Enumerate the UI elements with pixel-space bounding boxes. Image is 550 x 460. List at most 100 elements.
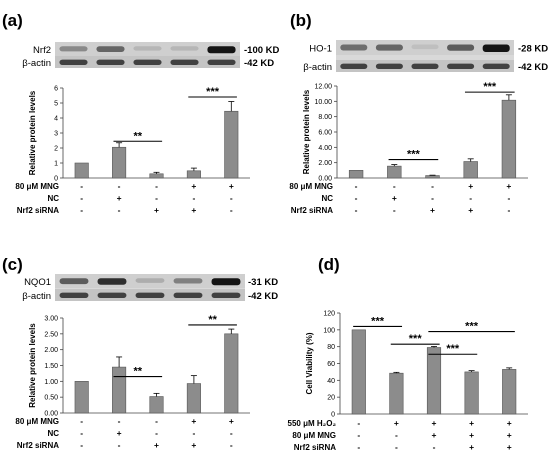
y-tick-label: 0.00	[44, 411, 58, 418]
control-band	[375, 63, 403, 69]
condition-mark: +	[507, 418, 512, 428]
blot-control-label: β-actin	[22, 58, 51, 69]
blot-target-kd: -28 KD	[518, 44, 548, 55]
control-band	[447, 63, 475, 69]
control-band	[211, 292, 241, 298]
condition-label: 80 μM MNG	[292, 431, 336, 440]
bar	[425, 175, 440, 179]
condition-label: NC	[47, 194, 59, 203]
control-band	[59, 292, 89, 298]
y-tick-label: 6	[54, 86, 58, 93]
blot-target-label: Nrf2	[33, 45, 51, 56]
y-tick-label: 100	[323, 327, 335, 334]
condition-label: Nrf2 siRNA	[17, 206, 59, 215]
blot-target-label: HO-1	[309, 44, 332, 55]
y-tick-label: 4.00	[318, 145, 332, 152]
y-tick-label: 1.00	[44, 379, 58, 386]
condition-label: 80 μM MNG	[15, 417, 59, 426]
condition-label: 80 μM MNG	[289, 182, 333, 191]
condition-mark: -	[393, 181, 396, 191]
condition-mark: -	[155, 428, 158, 438]
target-band	[173, 278, 203, 284]
condition-mark: +	[430, 205, 435, 215]
condition-mark: -	[355, 205, 358, 215]
significance-label: ***	[371, 315, 385, 327]
blot-control-label: β-actin	[22, 291, 51, 302]
condition-mark: +	[507, 430, 512, 440]
condition-mark: -	[357, 442, 360, 452]
bar	[501, 99, 517, 179]
condition-mark: -	[431, 193, 434, 203]
condition-mark: +	[229, 416, 234, 426]
bar	[389, 372, 404, 415]
y-tick-label: 12.00	[314, 84, 332, 91]
condition-mark: -	[192, 428, 195, 438]
control-band	[170, 59, 199, 65]
target-band	[170, 46, 199, 51]
panel-c: (c)NQO1 β-actin -31 KD -42 KD 0.00 0.50 1.00 1.…	[2, 255, 278, 450]
bar	[351, 329, 366, 415]
condition-mark: -	[355, 181, 358, 191]
condition-mark: -	[118, 440, 121, 450]
blot-target-kd: -31 KD	[248, 277, 278, 288]
significance-label: **	[208, 314, 217, 326]
condition-mark: -	[357, 430, 360, 440]
condition-mark: +	[191, 205, 196, 215]
y-tick-label: 0.00	[318, 176, 332, 183]
bar	[186, 170, 201, 179]
y-tick-label: 40	[327, 378, 335, 385]
blot-control-label: β-actin	[303, 62, 332, 73]
target-band	[59, 278, 89, 285]
y-tick-label: 2	[54, 146, 58, 153]
control-band	[96, 59, 125, 65]
condition-mark: +	[191, 181, 196, 191]
condition-mark: -	[469, 193, 472, 203]
condition-mark: +	[432, 418, 437, 428]
target-band	[59, 46, 88, 52]
condition-mark: +	[394, 418, 399, 428]
y-axis-label: Relative protein levels	[28, 323, 37, 408]
condition-mark: -	[80, 428, 83, 438]
condition-mark: +	[469, 430, 474, 440]
target-band	[411, 44, 439, 50]
condition-mark: -	[355, 193, 358, 203]
condition-mark: -	[80, 416, 83, 426]
control-band	[482, 63, 510, 69]
condition-label: Nrf2 siRNA	[294, 443, 336, 452]
y-axis-label: Relative protein levels	[302, 89, 311, 174]
panel-label: (d)	[318, 255, 340, 274]
y-tick-label: 1	[54, 161, 58, 168]
y-tick-label: 120	[323, 311, 335, 318]
condition-mark: -	[155, 193, 158, 203]
condition-mark: -	[155, 181, 158, 191]
condition-mark: +	[506, 181, 511, 191]
control-band	[135, 292, 165, 298]
condition-label: NC	[47, 429, 59, 438]
control-band	[59, 59, 88, 65]
panel-label: (a)	[2, 11, 23, 30]
y-tick-label: 60	[327, 361, 335, 368]
condition-mark: +	[191, 416, 196, 426]
control-band	[411, 63, 439, 69]
condition-mark: -	[230, 440, 233, 450]
target-band	[97, 278, 127, 285]
condition-mark: +	[392, 193, 397, 203]
blot-control-kd: -42 KD	[518, 62, 548, 73]
bar	[463, 161, 478, 179]
target-band	[135, 278, 165, 283]
significance-label: ***	[206, 86, 220, 98]
condition-mark: -	[80, 181, 83, 191]
y-tick-label: 3	[54, 131, 58, 138]
condition-mark: -	[507, 193, 510, 203]
target-band	[96, 46, 125, 52]
bar	[74, 162, 89, 179]
y-tick-label: 3.00	[44, 316, 58, 323]
panel-a: (a) Nrf2 β-actin -100 KD -42 KD 0 1 2 3 4 5 6 Relati…	[2, 11, 280, 215]
condition-mark: -	[230, 205, 233, 215]
bar	[112, 366, 127, 414]
condition-mark: -	[80, 193, 83, 203]
y-tick-label: 5	[54, 101, 58, 108]
bar	[348, 170, 364, 179]
condition-label: Nrf2 siRNA	[17, 441, 59, 450]
bar	[502, 369, 517, 415]
